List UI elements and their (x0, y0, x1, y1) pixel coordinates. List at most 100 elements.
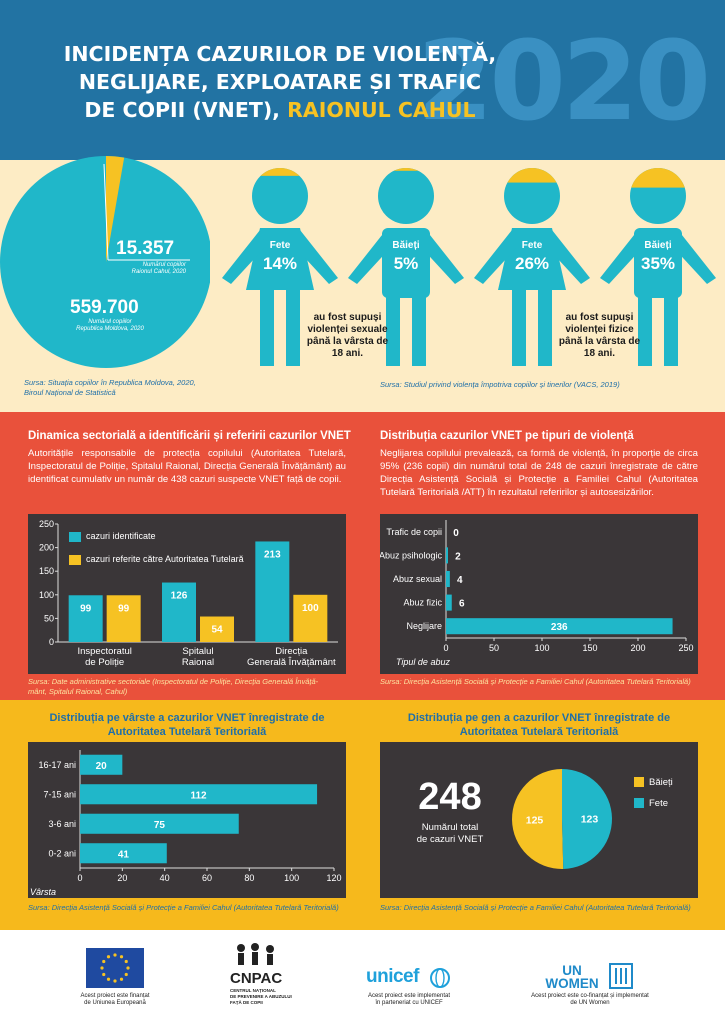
category-label: 7-15 ani (43, 789, 76, 799)
gen-total: 248 (418, 776, 482, 818)
figure-head-1 (252, 168, 308, 224)
x-tick-label: 50 (489, 643, 499, 653)
bar-value-label: 126 (171, 591, 188, 602)
figures-source: Sursa: Studiul privind violența împotriv… (380, 380, 620, 389)
moldova-label-1: Numărul copiilor (88, 319, 132, 325)
unwomen-logo: UN WOMEN (545, 963, 599, 991)
bar (80, 843, 167, 864)
legend-swatch-1 (69, 531, 81, 542)
bar-value-label: 100 (302, 603, 319, 614)
unicef-caption-2: în parteneriat cu UNICEF (375, 1000, 443, 1006)
category-label: Neglijare (406, 621, 442, 631)
figure-arm-left-3 (474, 230, 518, 284)
bar-referred (200, 616, 234, 642)
x-tick-label: 200 (630, 643, 645, 653)
figure-arm-right-1 (294, 230, 338, 284)
pie-value-label: 123 (581, 814, 599, 826)
bar-value-label: 4 (457, 575, 463, 586)
header-banner: 2020 INCIDENȚA CAZURILOR DE VIOLENȚĂ, NE… (0, 0, 725, 160)
figure-arm-left-4 (600, 230, 644, 284)
varste-chart-panel: 0 20 40 60 80 100 120 16-17 ani 20 7-15 ani 112 3-6… (28, 742, 346, 898)
varste-title-2: Autoritatea Tutelară Teritorială (107, 726, 267, 738)
title-line-3a: DE COPII (VNET), (84, 98, 288, 122)
figure-head-fill-3 (504, 168, 560, 183)
eu-flag-logo (86, 948, 144, 988)
bar (446, 570, 450, 588)
unicef-caption: Acest proiect este implementat în parten… (350, 993, 468, 1007)
x-tick-label: 0 (77, 873, 82, 883)
figure-leg-left-1 (260, 288, 274, 366)
bar-value-label: 236 (551, 622, 568, 633)
cahul-label: Numărul copiilor Raionul Cahul, 2020 (116, 262, 186, 276)
physical-caption: au fost supuși violenței fizice până la … (552, 312, 647, 360)
tipuri-bar-chart: 0 50 100 150 200 250 Trafic de copii 0 Abuz psih… (379, 520, 694, 667)
gen-legend-label-1: Băieți (649, 777, 673, 788)
gen-legend-1: Băieți (634, 777, 673, 788)
population-source-1: Sursa: Situația copiilor în Republica Mo… (24, 378, 196, 387)
gen-pie-chart: 125 123 (512, 769, 612, 869)
axis-title: Tipul de abuz (396, 657, 450, 667)
year-watermark: 2020 (416, 17, 711, 145)
physical-caption-2: violenței fizice (565, 324, 634, 335)
category-label: 0-2 ani (48, 848, 76, 858)
bar-value-label: 20 (96, 761, 108, 772)
figure-1 (222, 168, 338, 366)
pie-slice-fete (562, 769, 612, 869)
physical-caption-3: până la vârsta de (558, 336, 641, 347)
category-label: 3-6 ani (48, 819, 76, 829)
physical-caption-4: 18 ani. (583, 348, 616, 359)
y-tick-label: 100 (39, 590, 54, 600)
category-label: 16-17 ani (38, 760, 76, 770)
axis-title: Vârsta (30, 887, 56, 897)
figure-label-2: Băieți (392, 240, 420, 251)
figure-torso-2 (382, 228, 430, 298)
title-line-1: INCIDENȚA CAZURILOR DE VIOLENȚĂ, (63, 42, 497, 66)
category-label: Direcția (275, 646, 308, 657)
figure-pct-1: 14% (262, 254, 298, 273)
gen-title: Distribuția pe gen a cazurilor VNET înre… (380, 711, 698, 739)
dinamica-title: Dinamica sectorială a identificării și r… (28, 430, 351, 442)
bar (446, 594, 452, 611)
sexual-caption-2: violenței sexuale (307, 324, 388, 335)
x-tick-label: 120 (326, 873, 341, 883)
figure-head-2 (378, 168, 434, 224)
moldova-label: Numărul copiilor Republica Moldova, 2020 (70, 319, 150, 333)
bar (80, 754, 123, 775)
bar-identified (68, 595, 103, 642)
cahul-value: 15.357 (116, 238, 175, 259)
gen-legend-swatch-2 (634, 798, 644, 809)
eu-star-icon (126, 966, 130, 970)
page-title: INCIDENȚA CAZURILOR DE VIOLENȚĂ, NEGLIJA… (30, 40, 530, 124)
bar-value-label: 6 (459, 599, 465, 610)
sexual-caption: au fost supuși violenței sexuale până la… (300, 312, 395, 360)
eu-star-icon (106, 955, 111, 959)
cnpac-subtitle: CENTRUL NAȚIONAL DE PREVENIRE A ABUZULUI… (230, 988, 292, 1006)
pie-value-label: 125 (526, 814, 544, 826)
varste-title-1: Distribuția pe vârste a cazurilor VNET î… (49, 712, 325, 724)
population-source-2: Biroul Național de Statistică (24, 388, 116, 397)
pointer-line (103, 163, 109, 261)
figure-pct-4: 35% (640, 254, 676, 273)
gen-total-label: Numărul total de cazuri VNET (400, 822, 500, 846)
varste-title: Distribuția pe vârste a cazurilor VNET î… (28, 711, 346, 739)
gen-legend-swatch-1 (634, 777, 644, 788)
category-label: Trafic de copii (386, 527, 442, 537)
legend-label-1: cazuri identificate (86, 531, 156, 541)
gen-title-2: Autoritatea Tutelară Teritorială (459, 726, 619, 738)
tipuri-text: Neglijarea copilului prevalează, ca form… (380, 448, 698, 498)
eu-caption-2: de Uniunea Europeană (84, 1000, 146, 1006)
bar-referred (293, 594, 328, 642)
bar-value-label: 99 (80, 603, 92, 614)
category-label: Spitalul (182, 646, 213, 657)
eu-star-icon (124, 972, 128, 977)
cnpac-sub-1: CENTRUL NAȚIONAL (230, 988, 276, 993)
y-tick-label: 150 (39, 566, 54, 576)
y-tick-label: 200 (39, 543, 54, 553)
figure-arm-right-4 (672, 230, 716, 284)
category-label: Abuz sexual (393, 574, 442, 584)
x-tick-label: 100 (284, 873, 299, 883)
figure-arm-right-2 (420, 230, 464, 284)
eu-star-icon (106, 977, 111, 981)
y-tick-label: 0 (49, 637, 54, 647)
x-tick-label: 0 (443, 643, 448, 653)
